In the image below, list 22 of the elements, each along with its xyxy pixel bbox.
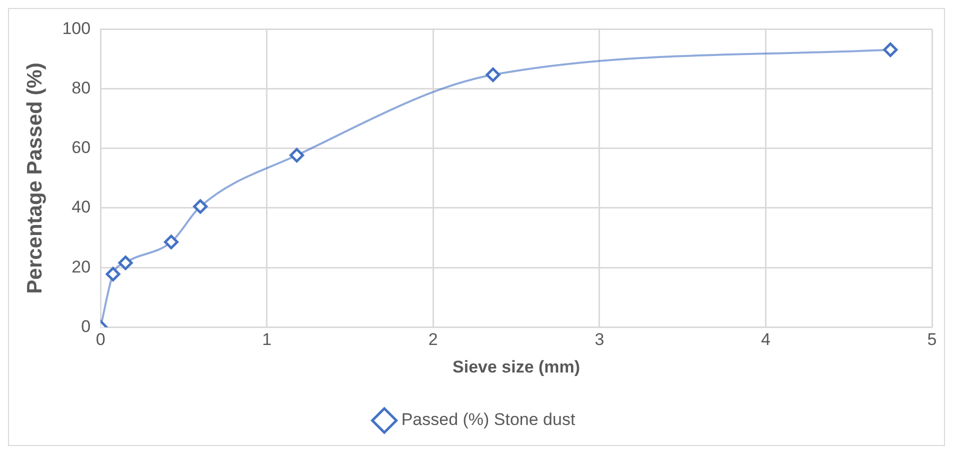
y-tick-label: 20 <box>72 257 91 276</box>
point <box>164 234 178 250</box>
legend-label: Passed (%) Stone dust <box>401 410 576 430</box>
y-tick-label: 60 <box>72 138 91 158</box>
x-tick-label: 4 <box>760 330 770 350</box>
x-tick-label: 0 <box>96 330 106 350</box>
x-tick-label: 1 <box>262 330 272 350</box>
point <box>290 148 304 163</box>
y-tick-label: 0 <box>81 316 91 336</box>
y-axis-title: Percentage Passed (%) <box>23 62 46 294</box>
point <box>193 199 208 214</box>
point <box>486 68 500 82</box>
x-tick-label: 2 <box>428 330 438 350</box>
point <box>883 42 898 58</box>
x-axis-title: Sieve size (mm) <box>452 357 580 376</box>
point <box>106 266 120 282</box>
x-tick-label: 5 <box>927 330 937 350</box>
y-tick-label: 40 <box>72 198 91 217</box>
point <box>118 256 133 270</box>
y-tick-label: 80 <box>72 78 91 98</box>
x-tick-label: 3 <box>594 330 604 350</box>
y-tick-label: 100 <box>62 18 91 38</box>
